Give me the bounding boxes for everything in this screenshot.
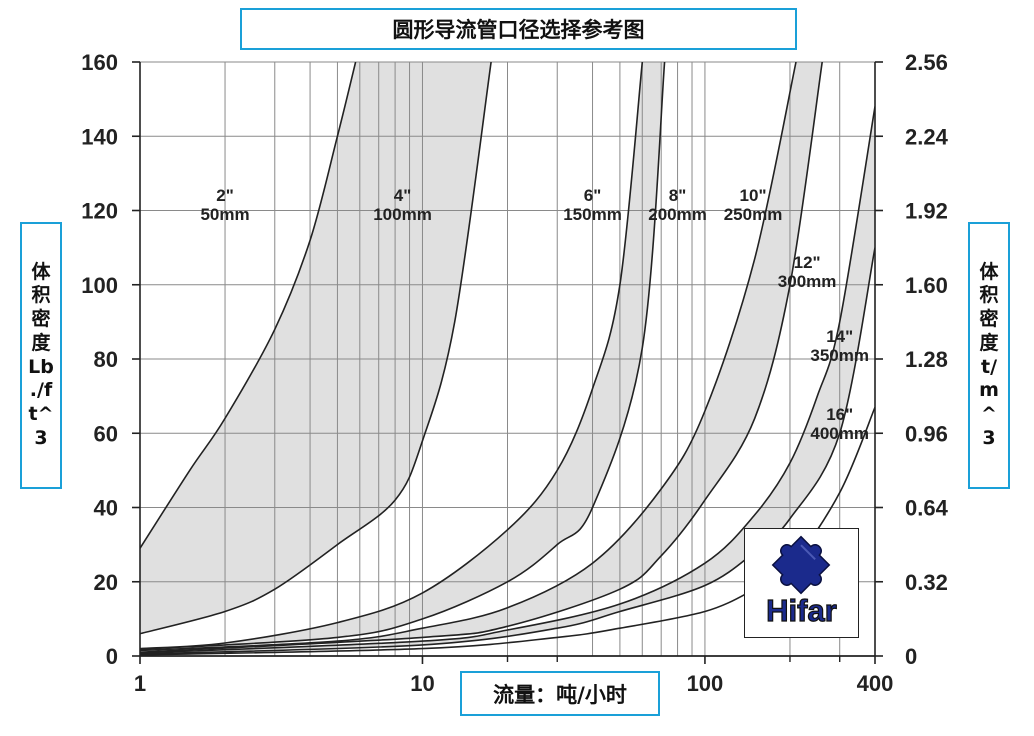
y-axis-label-right: 体 积 密 度 t/ m ^ 3 <box>968 222 1010 489</box>
y-tick-label-left: 160 <box>81 50 118 75</box>
y-label-right-char: m <box>979 379 999 402</box>
shaded-band <box>140 62 823 653</box>
curve-label-inch: 4" <box>394 186 412 205</box>
curve-label-inch: 2" <box>216 186 234 205</box>
y-tick-label-right: 2.24 <box>905 124 949 149</box>
curve-label-mm: 300mm <box>778 272 837 291</box>
curve-label-mm: 250mm <box>724 205 783 224</box>
y-tick-label-left: 0 <box>106 644 118 669</box>
y-tick-label-left: 120 <box>81 199 118 224</box>
y-tick-label-right: 1.92 <box>905 199 948 224</box>
curve-label-mm: 100mm <box>373 205 432 224</box>
curve-label-mm: 150mm <box>563 205 622 224</box>
curve-label-inch: 6" <box>584 186 602 205</box>
y-label-left-char: 度 <box>31 331 51 354</box>
curve-label-mm: 200mm <box>648 205 707 224</box>
y-label-left-char: 3 <box>34 426 48 449</box>
curve-label-mm: 400mm <box>810 424 869 443</box>
y-tick-label-right: 0.64 <box>905 496 949 521</box>
y-tick-label-right: 1.60 <box>905 273 948 298</box>
y-label-right-char: 3 <box>982 426 996 449</box>
y-label-right-char: 体 <box>979 260 999 283</box>
y-tick-label-right: 1.28 <box>905 347 948 372</box>
y-label-right-char: 度 <box>979 331 999 354</box>
x-tick-label: 400 <box>857 671 894 696</box>
flow-curve <box>140 62 644 650</box>
shaded-band <box>140 62 492 634</box>
y-label-left-char: t^ <box>28 403 54 425</box>
y-tick-label-left: 60 <box>94 421 118 446</box>
y-tick-label-right: 0.32 <box>905 570 948 595</box>
curve-labels: 2"50mm 4"100mm 6"150mm 8"200mm 10"250mm 12"30… <box>200 186 869 443</box>
flow-curve <box>140 62 357 549</box>
y-label-left-char: 密 <box>31 308 51 330</box>
curve-label-inch: 12" <box>794 253 821 272</box>
flow-curve <box>140 406 875 656</box>
tick-labels: 0 20 40 60 80 100 120 140 160 0 0.32 0.64 0.96 1.28 1.… <box>81 50 948 696</box>
flow-curve <box>140 247 875 655</box>
curve-label-inch: 14" <box>826 327 853 346</box>
x-tick-label: 100 <box>687 671 724 696</box>
hifar-logo: Hifar <box>744 528 859 638</box>
curve-label-mm: 50mm <box>200 205 249 224</box>
y-tick-label-left: 140 <box>81 124 118 149</box>
y-tick-label-right: 0 <box>905 644 917 669</box>
y-label-right-char: ^ <box>981 403 997 425</box>
y-tick-label-left: 100 <box>81 273 118 298</box>
x-tick-label: 1 <box>134 671 146 696</box>
logo-text: Hifar <box>766 592 838 628</box>
chart-title: 圆形导流管口径选择参考图 <box>240 8 797 50</box>
flow-curve <box>140 62 666 651</box>
y-tick-label-left: 40 <box>94 496 118 521</box>
y-label-right-char: 密 <box>979 308 999 330</box>
curve-label-mm: 350mm <box>810 346 869 365</box>
y-label-left-char: 积 <box>31 284 51 307</box>
y-tick-label-left: 20 <box>94 570 118 595</box>
curve-label-inch: 16" <box>826 405 853 424</box>
y-tick-label-right: 0.96 <box>905 421 948 446</box>
shaded-bands <box>140 62 875 655</box>
curve-label-inch: 8" <box>669 186 687 205</box>
y-label-left-char: 体 <box>31 260 51 283</box>
puzzle-piece-icon <box>771 535 831 595</box>
y-label-left-char: ./f <box>29 379 53 402</box>
y-label-right-char: t/ <box>980 355 998 378</box>
y-axis-label-left: 体 积 密 度 Lb ./f t^ 3 <box>20 222 62 489</box>
y-label-left-char: Lb <box>28 355 54 378</box>
curve-label-inch: 10" <box>740 186 767 205</box>
y-label-right-char: 积 <box>979 284 999 307</box>
y-tick-label-left: 80 <box>94 347 118 372</box>
flow-curve <box>140 62 823 654</box>
flow-curve <box>140 62 492 635</box>
x-axis-label: 流量：吨/小时 <box>460 671 660 716</box>
grid-lines <box>140 61 875 657</box>
flow-curve <box>140 106 875 654</box>
y-tick-label-right: 2.56 <box>905 50 948 75</box>
x-tick-label: 10 <box>410 671 434 696</box>
flow-curve <box>140 62 797 652</box>
curves <box>140 62 875 656</box>
axes <box>132 61 883 664</box>
